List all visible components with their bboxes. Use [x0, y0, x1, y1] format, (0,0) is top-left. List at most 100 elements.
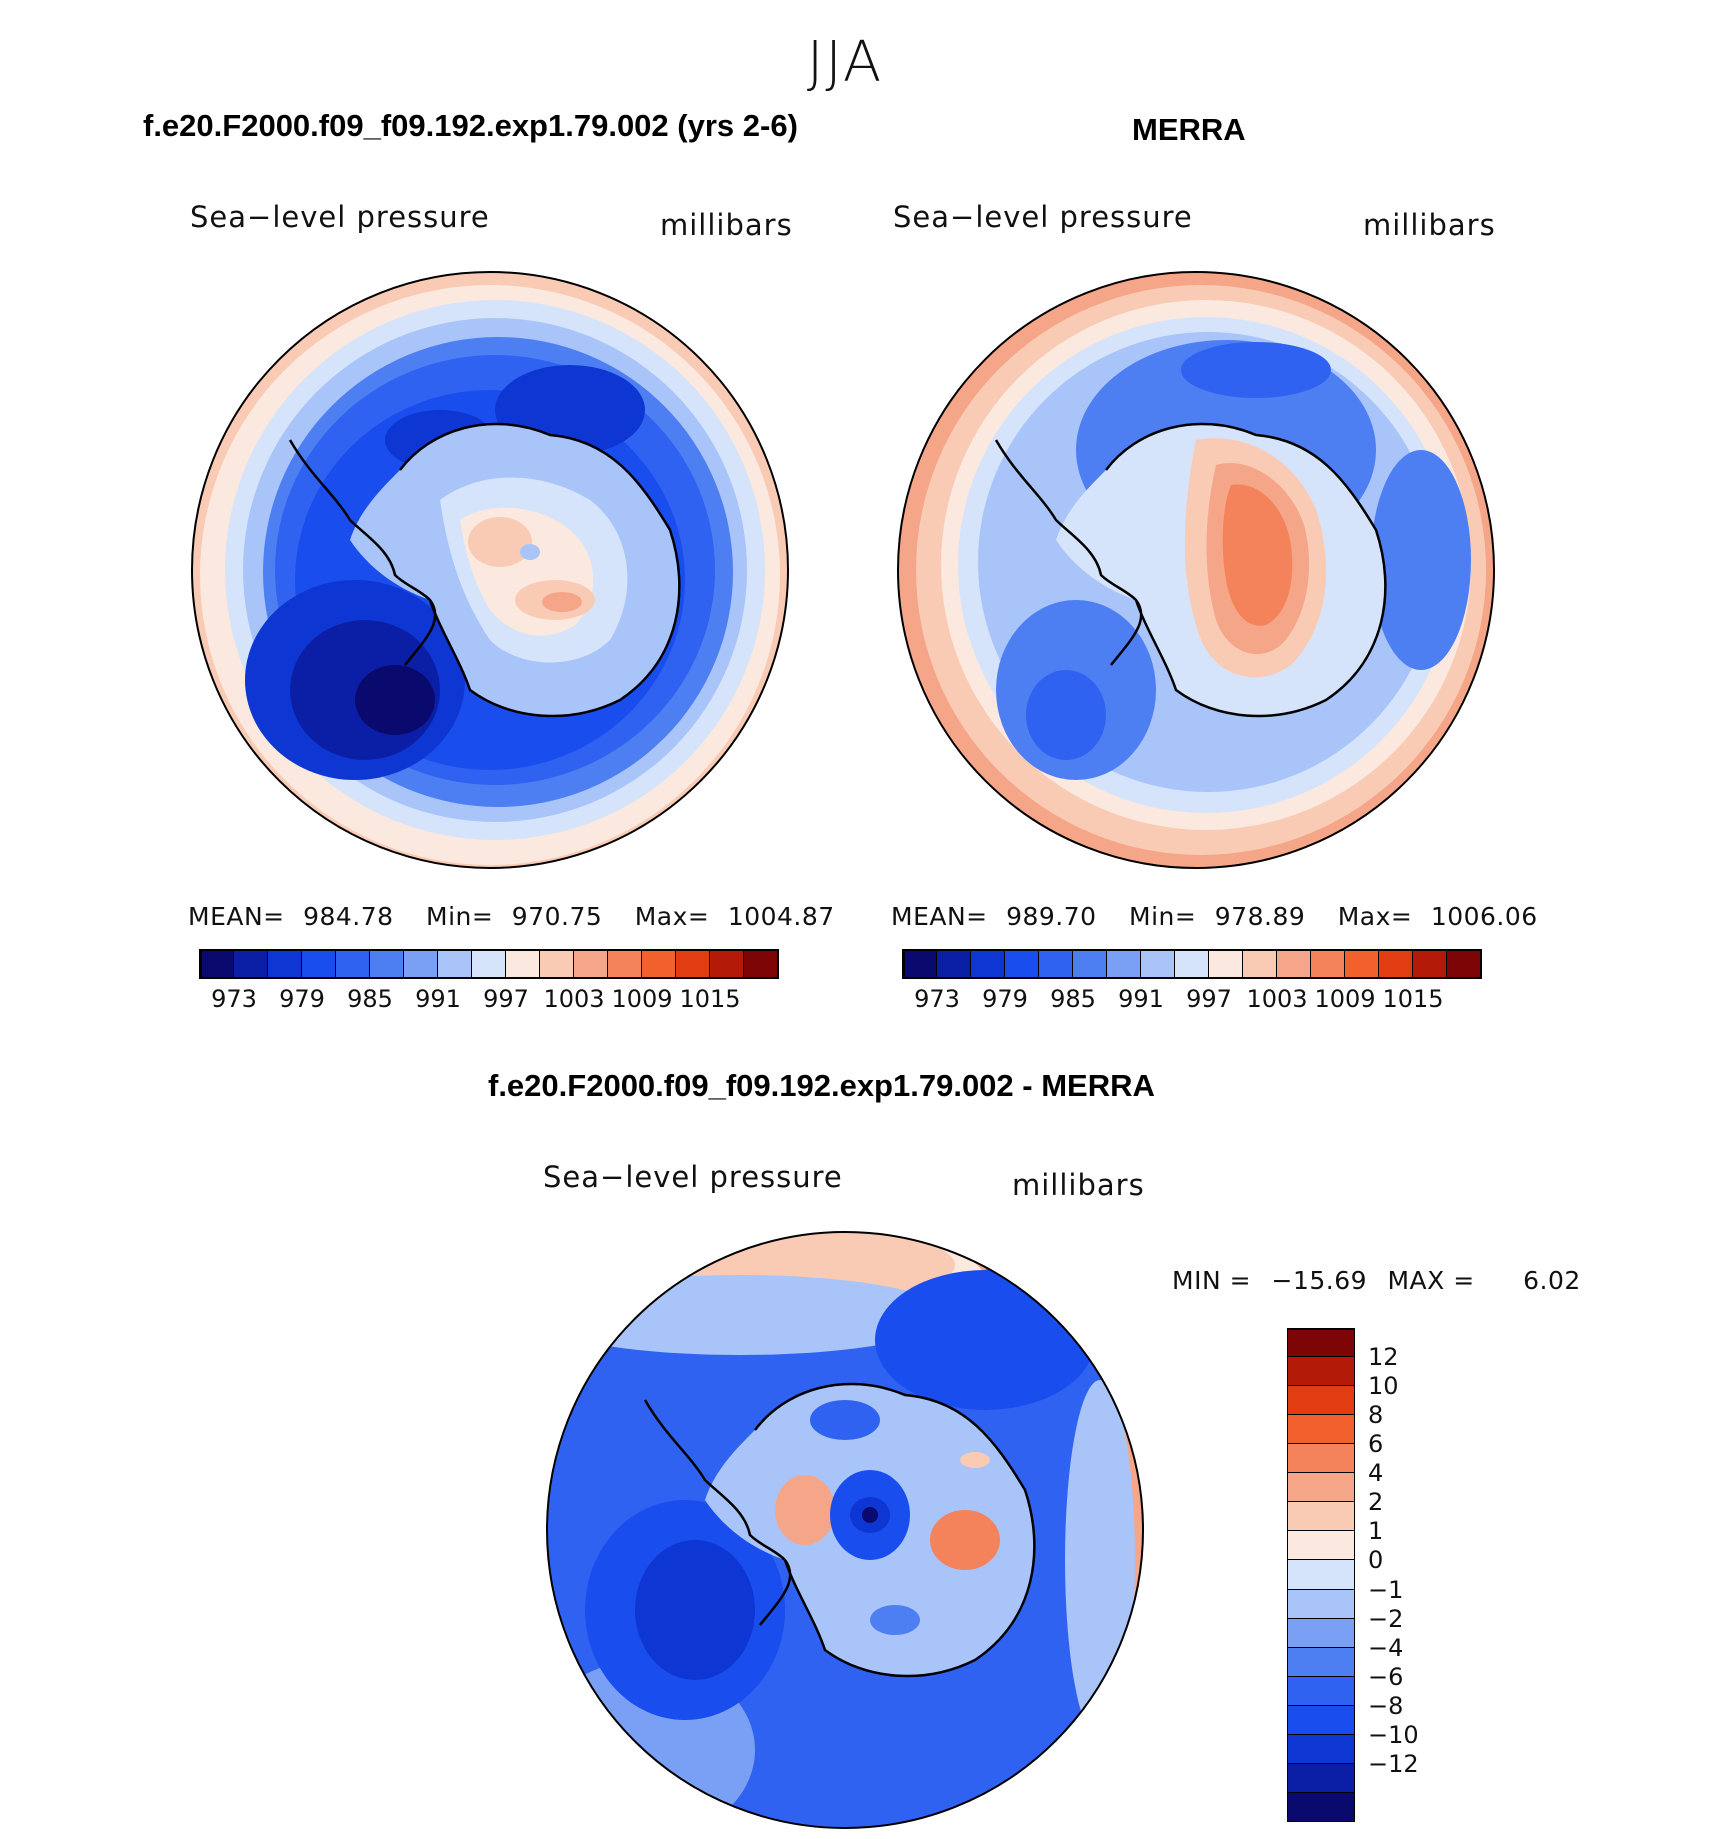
colorbar-merra-swatch	[1311, 950, 1345, 978]
colorbar-diff-swatch	[1287, 1502, 1355, 1532]
colorbar-diff-tick-label: −2	[1368, 1604, 1404, 1633]
panel-title-merra: MERRA	[1132, 112, 1246, 147]
colorbar-merra-swatch	[903, 950, 937, 978]
map-diff	[546, 1231, 1144, 1829]
colorbar-model-tick-label: 1009	[611, 985, 673, 1013]
colorbar-merra-swatch	[1277, 950, 1311, 978]
min-value: 978.89	[1214, 902, 1306, 931]
colorbar-merra-tick-label: 973	[914, 985, 960, 1013]
colorbar-merra-tick-label: 1015	[1382, 985, 1444, 1013]
colorbar-merra-tick-label: 1009	[1314, 985, 1376, 1013]
colorbar-merra-swatch	[1413, 950, 1447, 978]
mean-value: 989.70	[1006, 902, 1097, 931]
colorbar-merra-swatch	[971, 950, 1005, 978]
colorbar-merra-swatch	[1447, 950, 1481, 978]
min-label: Min=	[1129, 902, 1197, 931]
colorbar-merra-swatch	[1005, 950, 1039, 978]
colorbar-diff-swatch	[1287, 1763, 1355, 1793]
colorbar-merra-swatch	[1209, 950, 1243, 978]
mean-label: MEAN=	[188, 902, 285, 931]
map-model	[191, 271, 789, 869]
colorbar-model-swatch	[642, 950, 676, 978]
field-label-model: Sea−level pressure	[190, 200, 490, 234]
colorbar-model-swatch	[608, 950, 642, 978]
colorbar-model-swatch	[574, 950, 608, 978]
colorbar-merra-swatch	[1243, 950, 1277, 978]
page-title: JJA	[806, 30, 884, 95]
colorbar-model-tick-label: 997	[483, 985, 529, 1013]
field-label-diff: Sea−level pressure	[543, 1160, 843, 1194]
colorbar-model-tick-label: 985	[347, 985, 393, 1013]
colorbar-ticks-model: 973 979 985 991 997 1003 1009 1015	[200, 985, 778, 1015]
colorbar-merra-tick-label: 1003	[1246, 985, 1308, 1013]
colorbar-model-tick-label: 1015	[679, 985, 741, 1013]
colorbar-diff-tick-label: 8	[1368, 1401, 1384, 1430]
min-value: −15.69	[1271, 1266, 1368, 1295]
colorbar-model-swatch	[234, 950, 268, 978]
units-label-merra: millibars	[1363, 208, 1496, 242]
colorbar-diff-swatch	[1287, 1328, 1355, 1358]
map-merra	[897, 271, 1495, 869]
colorbar-diff-tick-label: 2	[1368, 1488, 1384, 1517]
colorbar-model-swatch	[302, 950, 336, 978]
colorbar-diff-swatch	[1287, 1618, 1355, 1648]
min-label: Min=	[426, 902, 494, 931]
colorbar-merra-swatch	[1379, 950, 1413, 978]
mean-label: MEAN=	[891, 902, 988, 931]
colorbar-merra-swatch	[1175, 950, 1209, 978]
colorbar-ticks-diff: 12 10 8 6 4 2 1 0 −1 −2 −4 −6 −8 −10 −12	[1368, 1328, 1488, 1822]
colorbar-diff-swatch	[1287, 1647, 1355, 1677]
colorbar-diff-tick-label: 4	[1368, 1459, 1384, 1488]
colorbar-diff-swatch	[1287, 1734, 1355, 1764]
colorbar-diff-tick-label: −6	[1368, 1662, 1404, 1691]
field-label-merra: Sea−level pressure	[893, 200, 1193, 234]
colorbar-diff-swatch	[1287, 1589, 1355, 1619]
colorbar-diff-swatch	[1287, 1415, 1355, 1445]
colorbar-model-swatch	[404, 950, 438, 978]
colorbar-diff-tick-label: 1	[1368, 1517, 1384, 1546]
colorbar-diff-tick-label: −4	[1368, 1633, 1404, 1662]
colorbar-diff-tick-label: −12	[1368, 1749, 1419, 1778]
colorbar-model-swatch	[438, 950, 472, 978]
colorbar-diff-swatch	[1287, 1444, 1355, 1474]
colorbar-model-swatch	[472, 950, 506, 978]
colorbar-diff-swatch	[1287, 1357, 1355, 1387]
colorbar-diff-swatch	[1287, 1705, 1355, 1735]
min-value: 970.75	[511, 902, 603, 931]
colorbar-merra-swatch	[1141, 950, 1175, 978]
max-label: MAX =	[1387, 1266, 1475, 1295]
colorbar-model-tick-label: 979	[279, 985, 325, 1013]
max-label: Max=	[634, 902, 710, 931]
colorbar-model-swatch	[268, 950, 302, 978]
colorbar-diff-swatch	[1287, 1560, 1355, 1590]
colorbar-diff	[1287, 1328, 1355, 1822]
min-label: MIN =	[1172, 1266, 1252, 1295]
panel-title-model: f.e20.F2000.f09_f09.192.exp1.79.002 (yrs…	[143, 108, 798, 143]
max-value: 1004.87	[727, 902, 835, 931]
stats-diff: MIN = −15.69 MAX = 6.02	[1172, 1266, 1581, 1295]
colorbar-merra-swatch	[1073, 950, 1107, 978]
colorbar-model-tick-label: 991	[415, 985, 461, 1013]
colorbar-merra-tick-label: 991	[1118, 985, 1164, 1013]
colorbar-diff-tick-label: −8	[1368, 1691, 1404, 1720]
colorbar-diff-swatch	[1287, 1792, 1355, 1822]
colorbar-model-tick-label: 973	[211, 985, 257, 1013]
colorbar-model-swatch	[676, 950, 710, 978]
mean-value: 984.78	[303, 902, 394, 931]
max-value: 1006.06	[1430, 902, 1538, 931]
colorbar-merra-tick-label: 979	[982, 985, 1028, 1013]
colorbar-diff-swatch	[1287, 1676, 1355, 1706]
colorbar-model-tick-label: 1003	[543, 985, 605, 1013]
colorbar-model-swatch	[200, 950, 234, 978]
colorbar-diff-tick-label: −10	[1368, 1720, 1419, 1749]
colorbar-diff-swatch	[1287, 1473, 1355, 1503]
colorbar-diff-tick-label: 6	[1368, 1430, 1384, 1459]
colorbar-merra	[902, 949, 1482, 979]
colorbar-model-swatch	[744, 950, 778, 978]
max-label: Max=	[1337, 902, 1413, 931]
colorbar-model	[199, 949, 779, 979]
colorbar-model-swatch	[540, 950, 574, 978]
colorbar-diff-tick-label: 12	[1368, 1343, 1399, 1372]
colorbar-merra-swatch	[1039, 950, 1073, 978]
colorbar-diff-swatch	[1287, 1386, 1355, 1416]
